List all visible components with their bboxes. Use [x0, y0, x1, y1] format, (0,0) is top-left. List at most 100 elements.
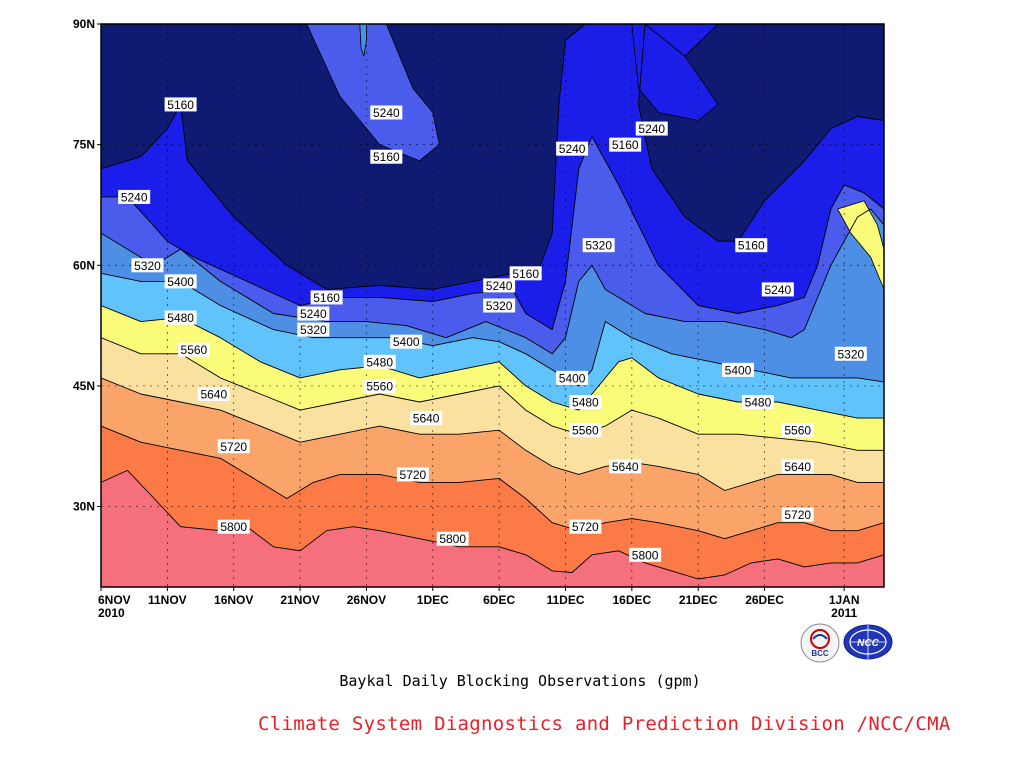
contour-label: 5560 — [569, 423, 602, 438]
contour-chart: 5160524051605240532054005480556056405720… — [73, 17, 885, 620]
contour-label-text: 5560 — [366, 379, 393, 393]
x-tick-label: 16NOV — [214, 593, 253, 607]
contour-label-box — [609, 459, 642, 474]
contour-label-box — [410, 411, 443, 426]
contour-label: 5720 — [569, 519, 602, 534]
contour-label-text: 5400 — [393, 335, 420, 349]
contour-label-box — [370, 105, 403, 120]
contour-label-box — [483, 298, 516, 313]
contour-label-box — [197, 386, 230, 401]
contour-label: 5800 — [436, 531, 469, 546]
contour-label: 5160 — [310, 290, 343, 305]
contour-label-box — [569, 395, 602, 410]
contour-line-5480 — [101, 305, 884, 419]
extra-region-2 — [837, 200, 884, 290]
contour-label: 5240 — [297, 306, 330, 321]
contour-label-box — [310, 290, 343, 305]
contour-label-box — [834, 346, 867, 361]
x-tick-label: 11NOV — [148, 593, 187, 607]
contour-label-text: 5640 — [612, 460, 639, 474]
contour-label-box — [582, 238, 615, 253]
contour-label-text: 5800 — [220, 520, 247, 534]
bcc-logo-text: BCC — [811, 649, 829, 658]
contour-label-text: 5240 — [559, 142, 586, 156]
contour-label-box — [396, 467, 429, 482]
contour-label-box — [363, 378, 396, 393]
x-tick-label: 21NOV — [280, 593, 319, 607]
x-tick-label: 1JAN — [829, 593, 860, 607]
contour-line-5720 — [101, 425, 884, 540]
contour-label-box — [436, 531, 469, 546]
contour-label-text: 5240 — [764, 283, 791, 297]
contour-label-box — [363, 354, 396, 369]
contour-label: 5240 — [556, 141, 589, 156]
contour-label-text: 5800 — [632, 548, 659, 562]
contour-label-box — [483, 278, 516, 293]
contour-label: 5240 — [370, 105, 403, 120]
contour-label: 5160 — [609, 137, 642, 152]
contour-label-text: 5160 — [167, 98, 194, 112]
contour-label-box — [217, 439, 250, 454]
contour-label-box — [556, 141, 589, 156]
credit-text: Climate System Diagnostics and Predictio… — [258, 713, 951, 735]
contour-label-text: 5720 — [572, 520, 599, 534]
x-tick-label: 16DEC — [613, 593, 652, 607]
contour-fills — [101, 24, 884, 587]
contour-label-text: 5160 — [313, 291, 340, 305]
x-tick-label: 11DEC — [546, 593, 584, 607]
contour-label: 5400 — [556, 370, 589, 385]
contour-label-text: 5640 — [413, 412, 440, 426]
contour-label-text: 5640 — [200, 387, 227, 401]
y-tick-label: 45N — [73, 379, 95, 393]
x-tick-label: 1DEC — [417, 593, 449, 607]
contour-label-text: 5560 — [181, 343, 208, 357]
contour-label-text: 5400 — [725, 363, 752, 377]
contour-label-box — [781, 423, 814, 438]
grid-lines — [101, 24, 884, 587]
x-tick-label: 26DEC — [745, 593, 784, 607]
contour-label: 5480 — [569, 395, 602, 410]
contour-label-text: 5160 — [612, 138, 639, 152]
extra-region-0 — [306, 24, 440, 162]
contour-label: 5320 — [582, 238, 615, 253]
contour-label: 5720 — [781, 507, 814, 522]
contour-label-box — [390, 334, 423, 349]
contour-line-5640 — [101, 377, 884, 491]
contour-label-text: 5320 — [585, 239, 612, 253]
contour-label-box — [177, 342, 210, 357]
contour-label-box — [629, 547, 662, 562]
contour-label-text: 5240 — [373, 106, 400, 120]
contour-label: 5560 — [363, 378, 396, 393]
x-tick-label: 21DEC — [679, 593, 718, 607]
contour-label-text: 5320 — [837, 347, 864, 361]
contour-label-text: 5320 — [300, 323, 327, 337]
y-tick-label: 90N — [73, 17, 95, 31]
contour-label: 5160 — [370, 149, 403, 164]
contour-line-5560 — [101, 337, 884, 451]
contour-label-text: 5480 — [366, 355, 393, 369]
plot-frame — [100, 23, 885, 588]
contour-label-box — [569, 519, 602, 534]
contour-labels: 5160524051605240532054005480556056405720… — [118, 97, 867, 562]
contour-label: 5640 — [197, 386, 230, 401]
contour-label-box — [741, 395, 774, 410]
contour-label: 5240 — [761, 282, 794, 297]
contour-label-text: 5720 — [220, 440, 247, 454]
contour-label: 5480 — [164, 310, 197, 325]
contour-label: 5320 — [483, 298, 516, 313]
y-tick-label: 30N — [73, 500, 95, 514]
contour-label: 5240 — [635, 121, 668, 136]
contour-line-5160 — [101, 24, 884, 290]
contour-line-5240 — [101, 136, 884, 331]
contour-label: 5720 — [217, 439, 250, 454]
contour-label: 5160 — [509, 266, 542, 281]
contour-label: 5800 — [629, 547, 662, 562]
contour-label-box — [131, 258, 164, 273]
contour-label-box — [297, 322, 330, 337]
chart-caption: Baykal Daily Blocking Observations (gpm) — [339, 672, 701, 690]
contour-label-box — [164, 310, 197, 325]
ncc-logo: NCC — [843, 624, 893, 660]
contour-label-text: 5480 — [745, 396, 772, 410]
extra-region-4 — [644, 24, 719, 57]
contour-label-box — [781, 459, 814, 474]
